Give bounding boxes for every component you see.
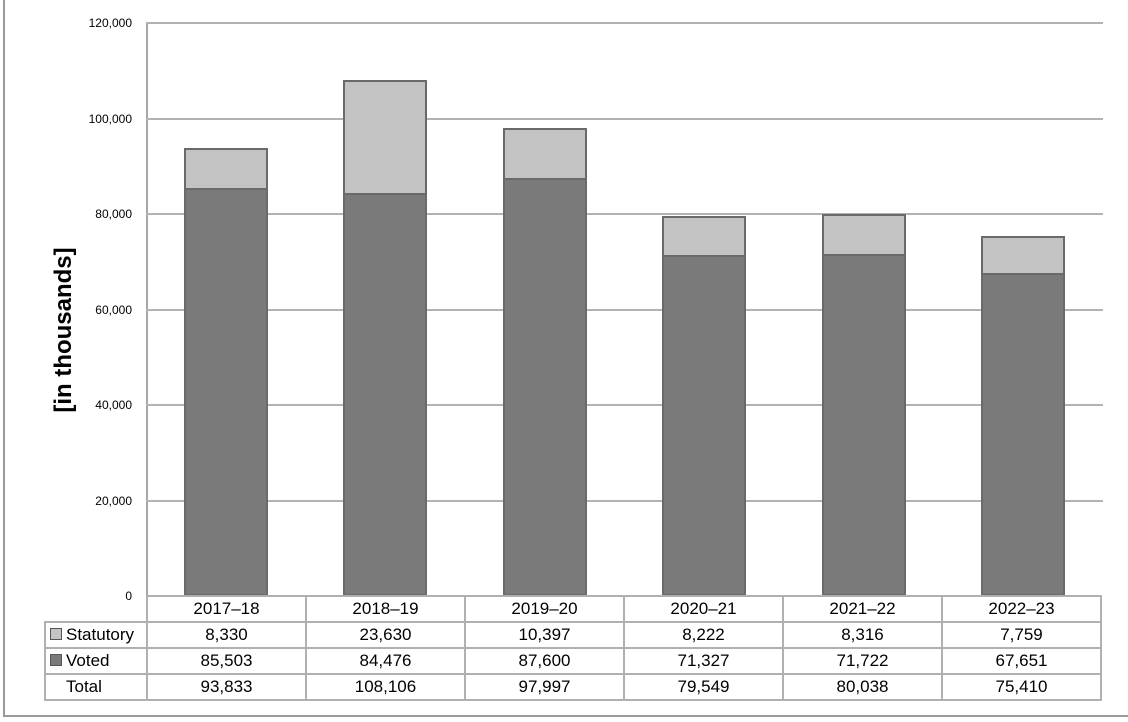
plot-area: 120,000 100,000 80,000 60,000 40,000 20,000 0 (89, 16, 1103, 603)
category-header: 2021–22 (782, 595, 943, 623)
y-tick-label: 40,000 (95, 398, 132, 412)
gridline (146, 117, 1103, 120)
table-cell: 108,106 (305, 673, 466, 701)
table-cell: 79,549 (623, 673, 784, 701)
bar-segment-statutory (343, 79, 428, 195)
table-row-statutory: Statutory 8,330 23,630 10,397 8,222 8,31… (44, 621, 1102, 649)
y-tick-label: 80,000 (95, 207, 132, 221)
statutory-legend-key-icon (50, 627, 62, 640)
bar-2019–20 (502, 128, 587, 596)
category-header: 2017–18 (146, 595, 307, 623)
table-cell: 93,833 (146, 673, 307, 701)
data-table: 2017–18 2018–19 2019–20 2020–21 2021–22 … (44, 595, 1102, 701)
category-header: 2020–21 (623, 595, 784, 623)
bar-segment-statutory (502, 128, 587, 180)
bar-2022–23 (981, 235, 1066, 596)
table-cell: 97,997 (464, 673, 625, 701)
gridline (146, 308, 1103, 311)
legend-statutory: Statutory (44, 621, 148, 649)
bar-segment-statutory (183, 147, 268, 190)
table-cell: 71,722 (782, 647, 943, 675)
table-row-total: Total 93,833 108,106 97,997 79,549 80,03… (44, 673, 1102, 701)
category-header: 2018–19 (305, 595, 466, 623)
bar-segment-voted (183, 187, 268, 596)
table-cell: 8,222 (623, 621, 784, 649)
bar-segment-voted (343, 192, 428, 596)
bar-segment-statutory (662, 216, 747, 258)
table-cell: 67,651 (941, 647, 1102, 675)
bar-2020–21 (662, 216, 747, 596)
bar-segment-statutory (821, 213, 906, 256)
bar-2017–18 (183, 147, 268, 596)
category-header: 2019–20 (464, 595, 625, 623)
bar-segment-voted (662, 255, 747, 596)
table-row-voted: Voted 85,503 84,476 87,600 71,327 71,722… (44, 647, 1102, 675)
gridline (146, 213, 1103, 215)
table-cell: 8,330 (146, 621, 307, 649)
table-cell: 75,410 (941, 673, 1102, 701)
y-axis-label: [in thousands] (50, 247, 77, 413)
table-cell: 80,038 (782, 673, 943, 701)
chart-frame (3, 0, 1128, 717)
table-cell: 85,503 (146, 647, 307, 675)
table-cell: 7,759 (941, 621, 1102, 649)
table-header-row: 2017–18 2018–19 2019–20 2020–21 2021–22 … (45, 595, 1102, 623)
bar-segment-voted (821, 253, 906, 596)
table-cell: 8,316 (782, 621, 943, 649)
gridline (146, 499, 1103, 502)
table-cell: 10,397 (464, 621, 625, 649)
y-tick-label: 20,000 (95, 493, 132, 508)
bar-2021–22 (821, 213, 906, 596)
bar-2018–19 (343, 79, 428, 596)
table-cell: 71,327 (623, 647, 784, 675)
bar-segment-voted (981, 272, 1066, 596)
y-tick-label: 120,000 (88, 16, 132, 30)
legend-voted: Voted (44, 647, 148, 675)
total-label: Total (44, 673, 148, 701)
bar-segment-statutory (981, 235, 1066, 275)
category-header: 2022–23 (941, 595, 1102, 623)
voted-legend-key-icon (50, 653, 62, 666)
table-cell: 84,476 (305, 647, 466, 675)
table-cell: 87,600 (464, 647, 625, 675)
bar-segment-voted (502, 177, 587, 596)
y-tick-label: 100,000 (88, 111, 132, 126)
table-cell: 23,630 (305, 621, 466, 649)
y-tick-label: 60,000 (95, 302, 132, 317)
gridline (146, 22, 1103, 24)
gridline (146, 404, 1103, 406)
